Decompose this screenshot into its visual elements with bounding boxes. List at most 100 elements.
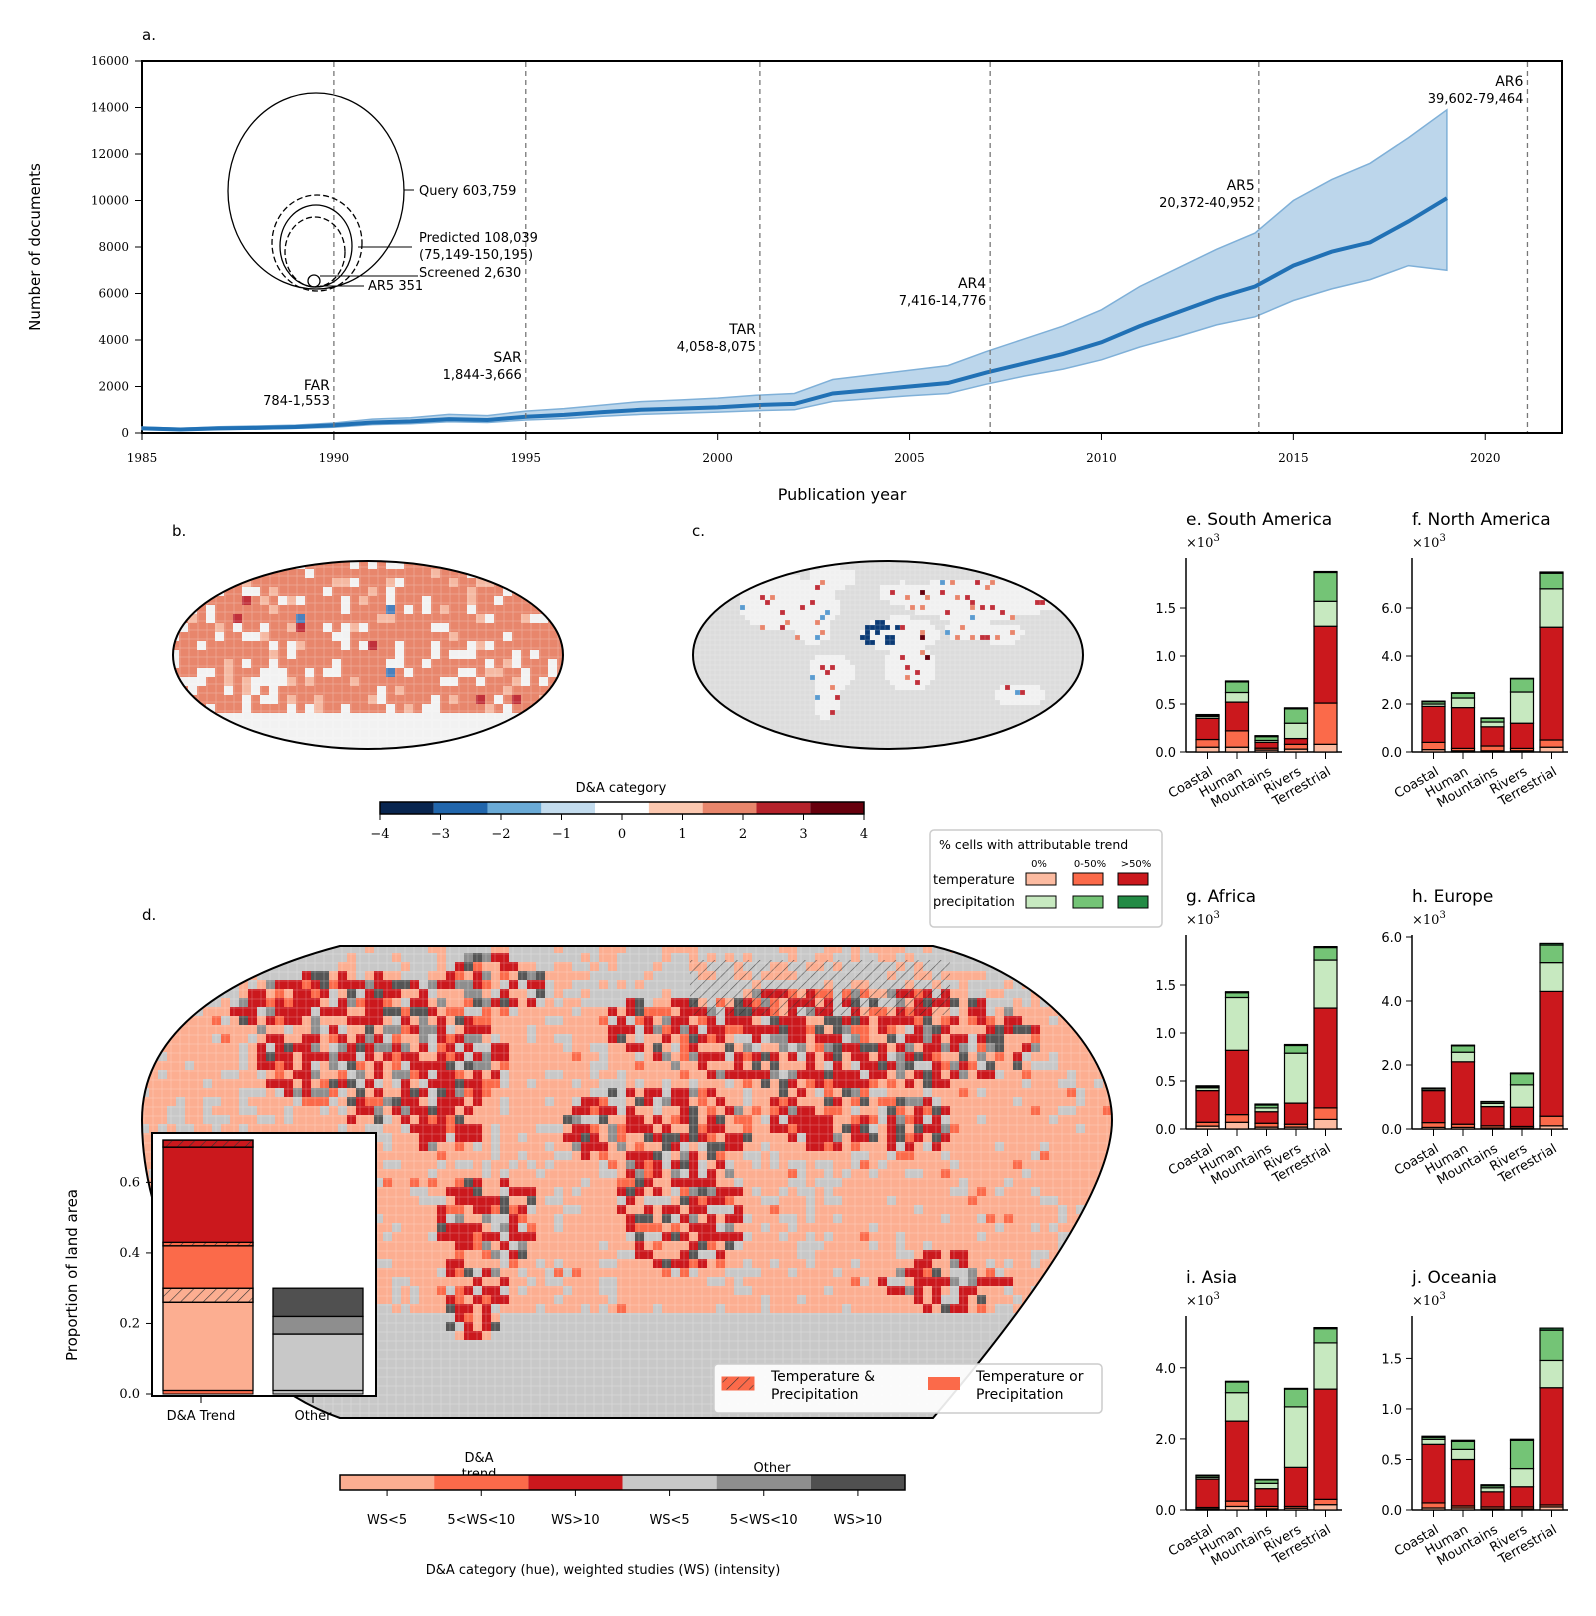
map-d-cell [1112,1097,1121,1106]
map-b-cell [179,596,188,605]
map-b-cell [566,641,575,650]
map-d-cell [1085,1025,1094,1034]
map-b-cell [566,623,575,632]
map-b-cell [494,569,503,578]
map-b-cell [485,569,494,578]
map-d-cell [1112,1160,1121,1169]
x-axis-label: Publication year [778,485,907,504]
map-b-cell [530,561,539,569]
panel-c-map: c. [692,522,1084,750]
map-d-cell [1112,1151,1121,1160]
map-d-cell [142,1277,149,1286]
map-b-cell [557,677,563,686]
map-b-cell [449,561,458,569]
map-c-land [765,575,770,580]
map-b-cell [485,561,494,569]
map-d-cell [1076,1259,1085,1268]
map-d-cell [194,953,203,962]
map-c-cell [755,575,760,580]
da-colorbar-swatch [433,802,488,814]
map-d-cell [1058,971,1067,980]
map-d-cell [1094,1007,1103,1016]
map-d-cell [142,971,149,980]
map-d-cell [1013,962,1022,971]
x-axis-ticks: 1985 1990 1995 2000 2005 2010 2015 2020 [127,433,1501,465]
map-d-cell [1103,1043,1112,1052]
map-d-cell [167,980,176,989]
map-d-cell [1103,1034,1112,1043]
da-colorbar-swatches [379,801,865,815]
map-b-cell [197,569,206,578]
mean-line [141,196,1448,432]
da-colorbar-swatch [595,802,649,814]
map-d-cell [142,946,149,953]
map-d-cell [1112,1214,1121,1223]
map-b-cell [206,569,215,578]
y-tick-label: 10000 [91,194,129,208]
map-d-cell [1094,1205,1103,1214]
map-d-cell [149,1043,158,1052]
map-b-cell [566,686,575,695]
map-b-cell [548,596,557,605]
x-tick-label: 2005 [894,451,925,465]
map-d-cell [1112,1241,1121,1250]
map-b-cell [215,569,224,578]
map-d-cell [1094,980,1103,989]
map-d-cell [266,953,275,962]
map-b-cell [206,578,215,587]
map-d-cell [142,1070,149,1079]
map-d-cell [1094,1034,1103,1043]
map-d-cell [1085,1223,1094,1232]
map-d-cell [1076,1232,1085,1241]
panel-d-label: d. [142,906,156,924]
map-c-land [760,575,765,580]
map-c-land [735,580,740,585]
map-b-cell [233,569,242,578]
map-d-cell [1049,989,1058,998]
map-c-land [740,580,745,585]
map-d-cell [158,998,167,1007]
map-c-land [745,580,750,585]
legend-row-temperature: temperature [933,873,1015,888]
da-colorbar-swatch [648,802,703,814]
map-d-cell [1094,1250,1103,1259]
da-colorbar-title: D&A category [576,781,667,796]
map-d-cell [1112,1178,1121,1187]
report-range-ar5: 20,372-40,952 [1159,196,1255,211]
map-b-cell [521,578,530,587]
report-name-ar5: AR5 [1227,178,1255,194]
map-b-cell [566,614,575,623]
map-b-cell [215,578,224,587]
map-d-cell [142,1007,149,1016]
map-d-cell [221,962,230,971]
map-b-cell [215,561,224,569]
da-colorbar-tick-label: −3 [431,827,450,842]
map-d-cell [1049,953,1058,962]
panel-d-map: d. 0.00.20.40.6D&A Trend Other Proportion… [63,906,1121,1424]
da-colorbar-swatch [756,802,811,814]
map-d-cell [1058,1268,1067,1277]
map-d-cell [1094,1025,1103,1034]
map-c-land [730,585,735,590]
map-d-cell [158,1034,167,1043]
map-c-land [725,585,730,590]
map-d-cell [1049,1268,1058,1277]
uncertainty-area [141,108,1448,432]
map-b-cell [521,587,530,596]
map-b-cell [173,587,179,596]
map-c-land [750,575,755,580]
map-d-cell [142,1259,149,1268]
map-d-cell [1094,1043,1103,1052]
map-b-cell [521,561,530,569]
map-d-cell [1112,1250,1121,1259]
map-d-cell [221,971,230,980]
map-d-cell [1004,946,1013,953]
map-b-cell [233,561,242,569]
map-c-land [750,580,755,585]
map-b-cell [173,686,179,695]
da-colorbar-tick-label: −4 [370,827,389,842]
map-d-cell [1094,1196,1103,1205]
map-c-land [1040,585,1045,590]
report-name-ar6: AR6 [1495,74,1523,90]
